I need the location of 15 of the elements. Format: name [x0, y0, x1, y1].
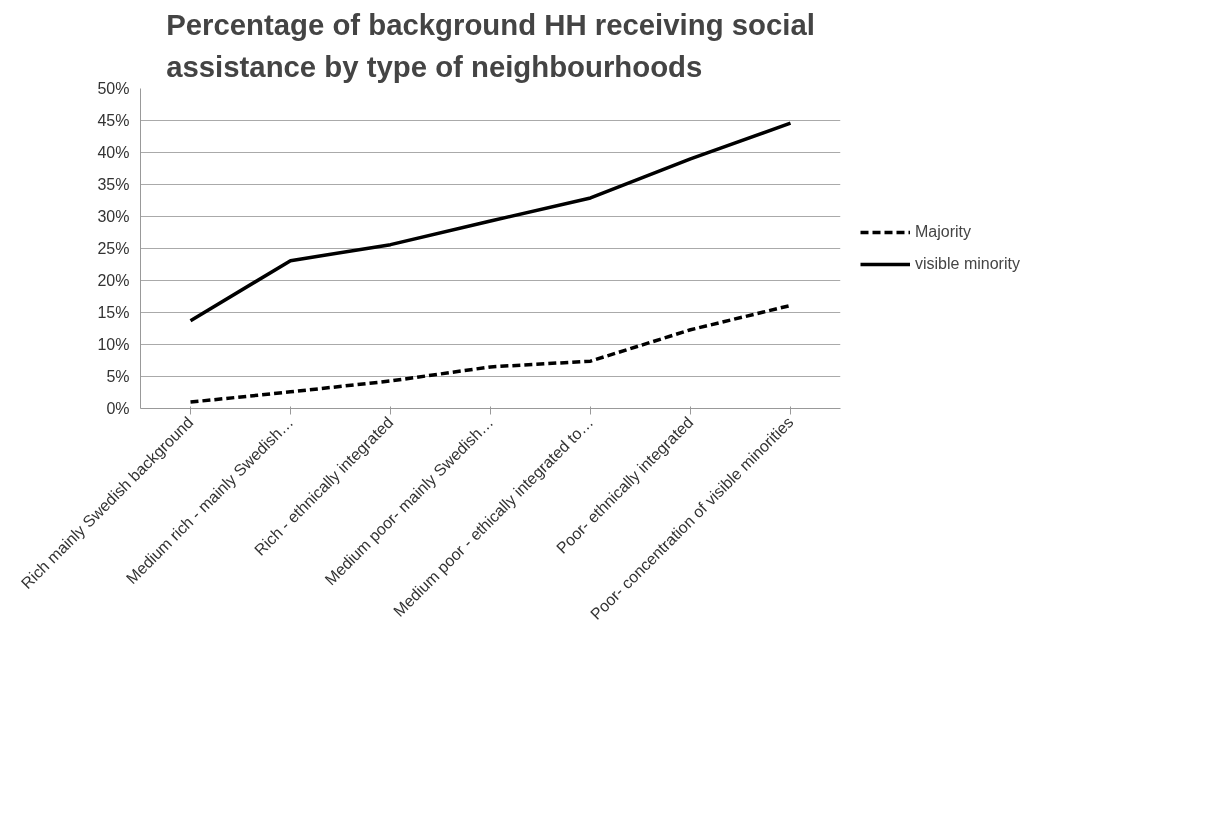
y-tick-label: 45%: [97, 112, 130, 129]
y-tick-label: 35%: [97, 176, 130, 193]
y-tick-label: 20%: [97, 272, 130, 289]
legend-label: visible minority: [915, 255, 1020, 273]
y-tick-label: 10%: [97, 336, 130, 353]
chart-title: Percentage of background HH receiving social assistance by type of neighbourhoods: [166, 7, 815, 84]
y-tick-label: 5%: [106, 368, 130, 385]
y-tick-label: 25%: [97, 240, 130, 257]
line-series: [188, 121, 793, 323]
y-tick-label: 30%: [97, 208, 130, 225]
y-tick-label: 0%: [106, 400, 130, 417]
y-tick-label: 40%: [97, 144, 130, 161]
y-tick-label: 15%: [97, 304, 130, 321]
y-tick-label: 50%: [97, 80, 130, 97]
legend-label: Majority: [915, 223, 972, 241]
